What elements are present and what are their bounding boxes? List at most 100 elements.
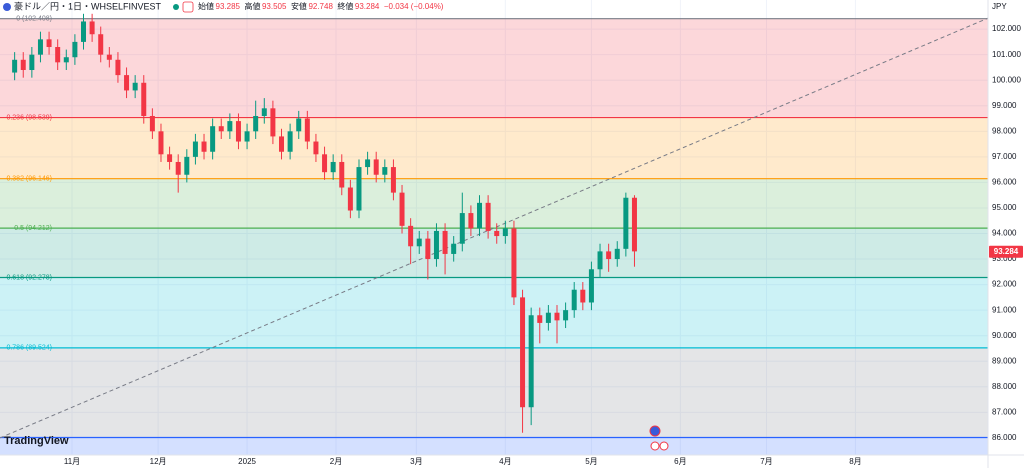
candle-body — [55, 47, 61, 63]
candle-body — [158, 131, 164, 155]
last-price-tag — [989, 245, 1023, 258]
symbol-icon — [3, 3, 11, 11]
candle-body — [141, 82, 147, 116]
candle-body — [20, 59, 26, 70]
currency-label: JPY — [992, 2, 1007, 11]
x-tick-label: 4月 — [499, 457, 511, 466]
x-tick-label: 11月 — [64, 457, 80, 466]
candle-body — [554, 312, 560, 321]
candle-body — [451, 243, 457, 254]
candle-body — [287, 131, 293, 152]
candle-body — [399, 192, 405, 226]
candle-body — [270, 108, 276, 137]
fib-band — [0, 18, 988, 118]
candles — [12, 13, 637, 433]
event-icon — [649, 425, 661, 437]
candle-body — [192, 141, 198, 157]
y-tick-label: 88.000 — [992, 382, 1017, 391]
fib-band — [0, 178, 988, 229]
candle-body — [106, 54, 112, 60]
y-tick-label: 97.000 — [992, 152, 1017, 161]
y-tick-label: 98.000 — [992, 126, 1017, 135]
ohlc-value: 93.285 — [216, 2, 241, 11]
candle-body — [167, 154, 173, 162]
fib-retracement: 0 (102.408) 0.236 (98.539) 0.382 (96.146) 0… — [0, 16, 988, 455]
candle-body — [382, 167, 388, 175]
candle-body — [63, 57, 69, 63]
candle-body — [477, 202, 483, 229]
ohlc-label: 終値 — [337, 1, 353, 11]
change-label: −0.034 (−0.04%) — [384, 2, 444, 11]
candle-body — [494, 230, 500, 237]
fib-level-label: 0.786 (89.524) — [6, 345, 52, 352]
last-price-label: 93.284 — [994, 247, 1019, 256]
y-tick-label: 100.000 — [992, 75, 1021, 84]
candle-body — [235, 121, 241, 142]
candle-body — [356, 167, 362, 211]
y-tick-label: 102.000 — [992, 24, 1021, 33]
candle-body — [330, 161, 336, 173]
candle-body — [511, 228, 517, 298]
header: 豪ドル／円・1日・WHSELFINVEST 始値 93.285 高値 93.505 安値… — [3, 0, 444, 13]
candle-body — [390, 167, 396, 193]
y-tick-label: 96.000 — [992, 178, 1017, 187]
y-tick-label: 94.000 — [992, 229, 1017, 238]
x-tick-label: 8月 — [849, 457, 861, 466]
candle-body — [313, 141, 319, 155]
y-tick-label: 91.000 — [992, 305, 1017, 314]
market-status — [173, 4, 179, 10]
x-tick-label: 2月 — [330, 457, 342, 466]
candle-body — [72, 41, 78, 58]
fib-band — [0, 277, 988, 348]
symbol-title: 豪ドル／円・1日・WHSELFINVEST — [14, 0, 162, 11]
fib-level-label: 0.5 (94.212) — [14, 225, 52, 232]
candle-body — [339, 161, 345, 188]
price-axis-panel — [988, 0, 1024, 468]
x-tick-label: 2025 — [238, 457, 256, 466]
candle-body — [425, 238, 431, 260]
fib-band — [0, 437, 988, 455]
trend-layer — [0, 17, 989, 439]
ohlc-label: 始値 — [198, 1, 214, 11]
candle-body — [433, 230, 439, 260]
candle-body — [261, 108, 267, 116]
candle-body — [347, 187, 353, 211]
fib-band — [0, 228, 988, 278]
candle-body — [416, 238, 422, 247]
ohlc-label: 安値 — [291, 1, 307, 11]
y-tick-label: 101.000 — [992, 50, 1021, 59]
candle-body — [175, 161, 181, 175]
candle-body — [304, 118, 310, 142]
y-tick-label: 99.000 — [992, 101, 1017, 110]
candle-body — [520, 297, 526, 408]
event-icon — [650, 441, 660, 451]
candle-body — [132, 82, 138, 91]
x-tick-label: 6月 — [674, 457, 686, 466]
x-tick-label: 3月 — [410, 457, 422, 466]
y-tick-label: 93.000 — [992, 254, 1017, 263]
candle-body — [296, 118, 302, 132]
alert-icon — [182, 1, 194, 13]
y-tick-label: 87.000 — [992, 407, 1017, 416]
candle-body — [614, 248, 620, 260]
candle-body — [81, 21, 87, 42]
fib-level-label: 0 (102.408) — [16, 16, 52, 23]
event-icon — [659, 441, 669, 451]
candle-body — [12, 59, 18, 73]
candle-body — [468, 213, 474, 229]
candle-body — [279, 136, 285, 152]
fib-level-label: 0.382 (96.146) — [6, 176, 52, 183]
fib-band — [0, 347, 988, 438]
candle-body — [210, 126, 216, 152]
candle-body — [631, 197, 637, 252]
candle-body — [485, 202, 491, 231]
candle-body — [322, 154, 328, 173]
candle-body — [442, 230, 448, 254]
candle-body — [89, 21, 95, 35]
x-tick-label: 5月 — [585, 457, 597, 466]
candle-body — [244, 131, 250, 142]
candle-body — [37, 39, 43, 55]
candle-body — [365, 159, 371, 168]
